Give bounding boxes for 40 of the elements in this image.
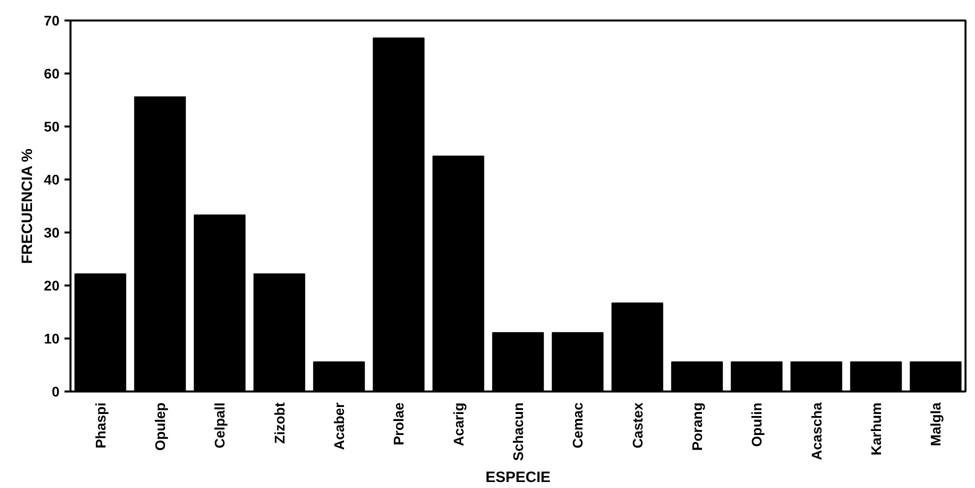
- bar: [850, 361, 902, 392]
- bar: [611, 302, 664, 392]
- bar: [910, 361, 962, 392]
- bar: [194, 214, 246, 392]
- bar: [730, 361, 783, 392]
- x-tick-label: Acarig: [450, 402, 466, 446]
- bar: [372, 37, 425, 392]
- x-tick-label: Acaber: [331, 402, 347, 450]
- x-tick-label: Zizobt: [271, 402, 288, 444]
- x-tick-label: Karhum: [868, 402, 884, 456]
- y-tick-label: 60: [44, 66, 60, 82]
- bar: [313, 361, 365, 392]
- x-tick-label: Acascha: [808, 402, 824, 460]
- bar: [74, 273, 126, 392]
- bar: [552, 332, 604, 392]
- x-tick-label: Schacun: [510, 402, 526, 461]
- bar: [671, 361, 723, 392]
- y-tick-label: 50: [44, 118, 60, 134]
- y-axis-title: FRECUENCIA %: [18, 148, 36, 264]
- y-tick-label: 30: [44, 224, 60, 240]
- bar: [253, 273, 306, 392]
- x-tick-label: Cemac: [570, 402, 586, 448]
- bar: [432, 156, 484, 392]
- x-tick-label: Castex: [629, 402, 646, 448]
- x-tick-label: Prolae: [390, 402, 407, 446]
- y-tick-label: 40: [44, 172, 60, 188]
- bar: [134, 96, 186, 392]
- y-tick-label: 20: [44, 278, 60, 294]
- x-tick-label: Celpall: [212, 402, 228, 448]
- x-tick-label: Malgla: [928, 402, 944, 446]
- bar: [790, 361, 842, 392]
- x-tick-label: Opulep: [152, 402, 168, 451]
- x-tick-label: Porang: [689, 402, 705, 451]
- x-tick-label: Opulin: [748, 402, 765, 447]
- y-tick-label: 10: [44, 330, 60, 346]
- y-tick-label: 70: [44, 12, 60, 28]
- y-tick-label: 0: [52, 384, 60, 400]
- x-axis-title: ESPECIE: [485, 468, 551, 486]
- x-tick-label: Phaspi: [92, 402, 108, 448]
- bar: [492, 332, 544, 392]
